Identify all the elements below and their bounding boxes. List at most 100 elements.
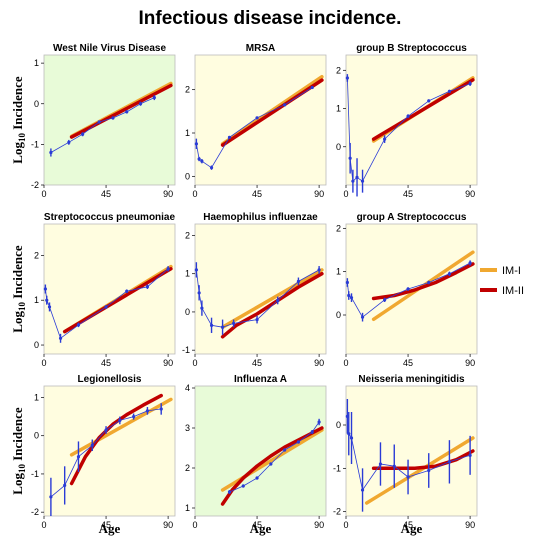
legend-label: IM-II [502, 285, 524, 297]
x-axis-label: Age [401, 521, 423, 536]
data-line [195, 269, 320, 328]
x-tick-label: 45 [101, 189, 111, 199]
data-point [118, 418, 122, 423]
data-point [383, 137, 387, 141]
x-tick-label: 90 [465, 358, 475, 368]
panel: Streptococcus pneumoniae 0 45 90 0 1 2 [34, 212, 176, 368]
data-point [310, 85, 314, 90]
y-tick-label: 4 [185, 383, 190, 393]
data-point [406, 475, 410, 479]
data-point [427, 280, 431, 285]
x-tick-label: 45 [101, 520, 111, 530]
data-line [229, 421, 320, 493]
x-tick-label: 0 [192, 358, 197, 368]
figure-title: Infectious disease incidence. [139, 8, 402, 29]
x-tick-label: 90 [314, 189, 324, 199]
x-tick-label: 0 [41, 358, 46, 368]
data-point [317, 420, 321, 424]
data-point [296, 440, 301, 444]
data-point [97, 120, 101, 124]
data-point [209, 323, 214, 327]
x-tick-label: 90 [465, 520, 475, 530]
y-tick-label: 1 [34, 58, 39, 68]
plot-area [345, 54, 478, 186]
y-tick-label: 3 [185, 423, 190, 433]
data-point [345, 76, 349, 80]
x-tick-label: 90 [163, 189, 173, 199]
y-tick-label: 1 [34, 295, 39, 305]
y-tick-label: 0 [34, 99, 39, 109]
y-tick-label: -1 [31, 139, 39, 149]
data-point [45, 298, 49, 302]
data-point [317, 268, 321, 272]
data-point [406, 287, 410, 291]
y-tick-label: -1 [31, 469, 39, 479]
y-tick-label: 0 [34, 431, 39, 441]
data-point [355, 175, 359, 179]
data-point [63, 483, 67, 488]
data-point [138, 102, 143, 106]
panel-title: West Nile Virus Disease [53, 43, 166, 54]
x-tick-label: 0 [41, 520, 46, 530]
panel-title: Legionellosis [78, 374, 142, 385]
data-point [310, 430, 314, 434]
data-point [427, 468, 431, 473]
data-line [346, 415, 471, 491]
data-point [145, 285, 150, 289]
x-tick-label: 45 [252, 358, 262, 368]
panel: Neisseria meningitidis 0 45 90 -2 -1 0 [333, 374, 478, 530]
plot-area [345, 385, 478, 517]
data-point [447, 272, 452, 276]
panel-title: MRSA [246, 43, 275, 54]
y-tick-label: 0 [185, 171, 190, 181]
data-point [197, 157, 201, 161]
x-tick-label: 90 [163, 358, 173, 368]
x-tick-label: 45 [403, 358, 413, 368]
plot-area [194, 223, 327, 355]
data-point [125, 289, 129, 293]
y-tick-label: 1 [185, 269, 190, 279]
data-point [194, 142, 198, 146]
data-point [360, 315, 365, 319]
data-point [406, 114, 410, 118]
data-point [255, 317, 259, 322]
y-tick-label: -1 [182, 345, 190, 355]
data-point [227, 490, 232, 494]
data-point [345, 280, 349, 285]
data-point [468, 261, 472, 265]
y-axis-labels: Log10 Incidence Log10 Incidence Log10 Inci… [10, 76, 27, 495]
y-tick-label: 2 [185, 230, 190, 240]
data-point [255, 476, 259, 480]
data-point [152, 96, 156, 100]
y-tick-label: 1 [336, 104, 341, 114]
x-tick-label: 0 [343, 189, 348, 199]
panel: group A Streptococcus 0 45 90 0 1 2 [336, 212, 478, 368]
x-tick-label: 45 [101, 358, 111, 368]
im1-fit-line [364, 436, 475, 505]
y-axis-label: Log10 Incidence [10, 407, 27, 495]
im2-fit-line [371, 262, 475, 301]
panel: West Nile Virus Disease 0 45 90 -2 -1 0 1 [31, 43, 176, 199]
x-tick-label: 90 [314, 520, 324, 530]
y-tick-label: 0 [336, 420, 341, 430]
x-axis-label: Age [99, 521, 121, 536]
im2-fit-line [220, 78, 324, 147]
data-point [200, 306, 204, 310]
plot-area [43, 223, 176, 355]
im2-fit-line [69, 393, 163, 486]
panel: MRSA 0 45 90 0 1 2 [185, 43, 327, 199]
data-point [348, 156, 352, 160]
panel-title: group A Streptococcus [357, 212, 467, 223]
data-point [276, 298, 280, 303]
data-point [296, 279, 301, 283]
data-point [360, 179, 365, 183]
y-tick-label: 1 [185, 128, 190, 138]
data-point [378, 462, 383, 466]
im2-fit-line [220, 426, 324, 506]
x-tick-label: 0 [192, 189, 197, 199]
data-point [209, 166, 214, 170]
data-point [76, 455, 81, 459]
data-point [49, 150, 53, 155]
